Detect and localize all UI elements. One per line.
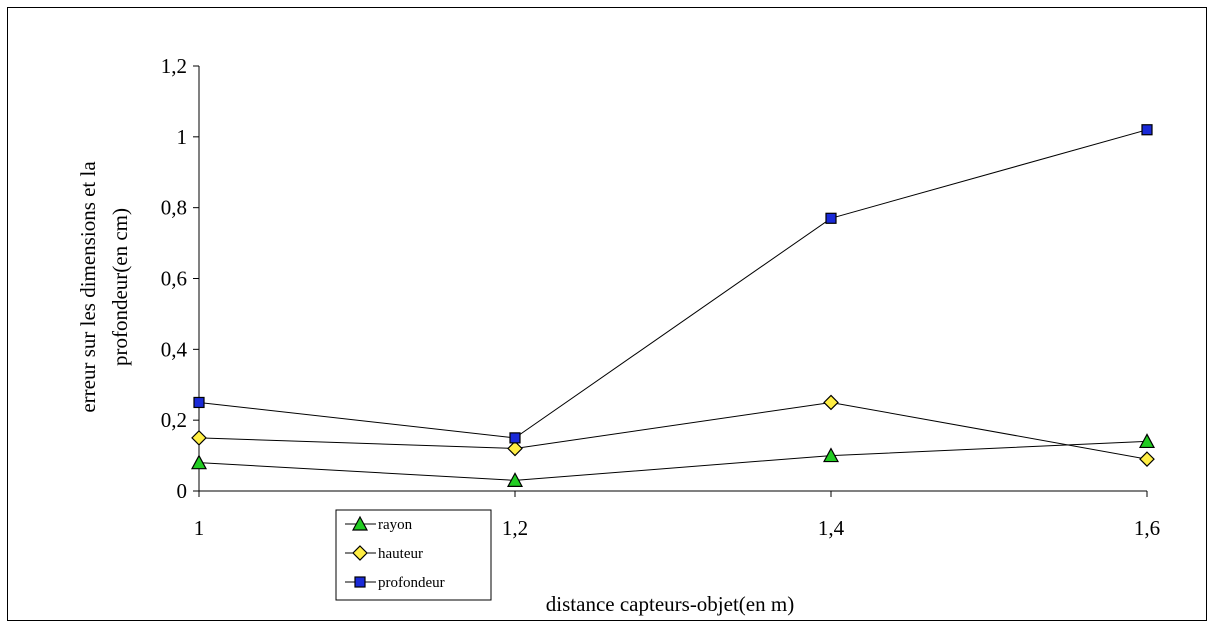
data-point-profondeur <box>193 396 205 409</box>
axes <box>193 65 1148 497</box>
data-point-rayon <box>506 472 524 487</box>
legend-item-rayon: rayon <box>345 515 413 533</box>
legend-item-profondeur: profondeur <box>345 575 445 591</box>
series-layer <box>190 124 1156 487</box>
data-point-hauteur <box>1139 451 1155 467</box>
y-tick-label: 1,2 <box>161 54 187 78</box>
data-point-rayon <box>1138 433 1156 449</box>
legend-marker-profondeur <box>354 576 366 588</box>
x-tick-label: 1 <box>194 516 205 540</box>
y-tick-label: 1 <box>177 125 188 149</box>
legend-label: rayon <box>378 517 413 533</box>
legend-item-hauteur: hauteur <box>345 545 423 562</box>
data-point-hauteur <box>507 440 523 457</box>
x-tick-label: 1,2 <box>502 516 528 540</box>
series-profondeur <box>193 124 1153 444</box>
series-hauteur <box>191 394 1155 467</box>
data-point-rayon <box>822 447 840 463</box>
y-tick-label: 0,6 <box>161 267 187 291</box>
tick-labels: 0 0,2 0,4 0,6 0,8 1 1,2 1 1,2 1,4 1,6 <box>161 54 1160 540</box>
data-point-hauteur <box>191 430 207 446</box>
x-tick-label: 1,4 <box>818 516 845 540</box>
series-line-hauteur <box>198 401 1148 460</box>
chart-frame <box>7 7 1207 621</box>
data-point-profondeur <box>825 212 837 224</box>
legend-marker-hauteur <box>352 545 368 561</box>
series-line-profondeur <box>198 129 1148 439</box>
data-point-rayon <box>190 454 208 470</box>
y-axis-title-line-2: profondeur(en cm) <box>108 208 132 366</box>
legend: rayon hauteur profondeur <box>335 509 492 601</box>
legend-marker-rayon <box>351 515 369 531</box>
y-tick-label: 0 <box>177 479 188 503</box>
data-point-profondeur <box>1141 124 1153 136</box>
data-point-hauteur <box>823 394 839 411</box>
legend-label: profondeur <box>378 575 445 591</box>
y-tick-label: 0,2 <box>161 408 187 432</box>
data-point-profondeur <box>509 432 521 444</box>
legend-label: hauteur <box>378 546 423 562</box>
y-tick-label: 0,4 <box>161 337 188 361</box>
y-tick-label: 0,8 <box>161 196 187 220</box>
x-axis-title: distance capteurs-objet(en m) <box>546 592 794 616</box>
series-rayon <box>190 433 1156 487</box>
y-axis-title-line-1: erreur sur les dimensions et la <box>76 161 100 413</box>
series-line-rayon <box>198 440 1148 481</box>
x-tick-label: 1,6 <box>1134 516 1160 540</box>
